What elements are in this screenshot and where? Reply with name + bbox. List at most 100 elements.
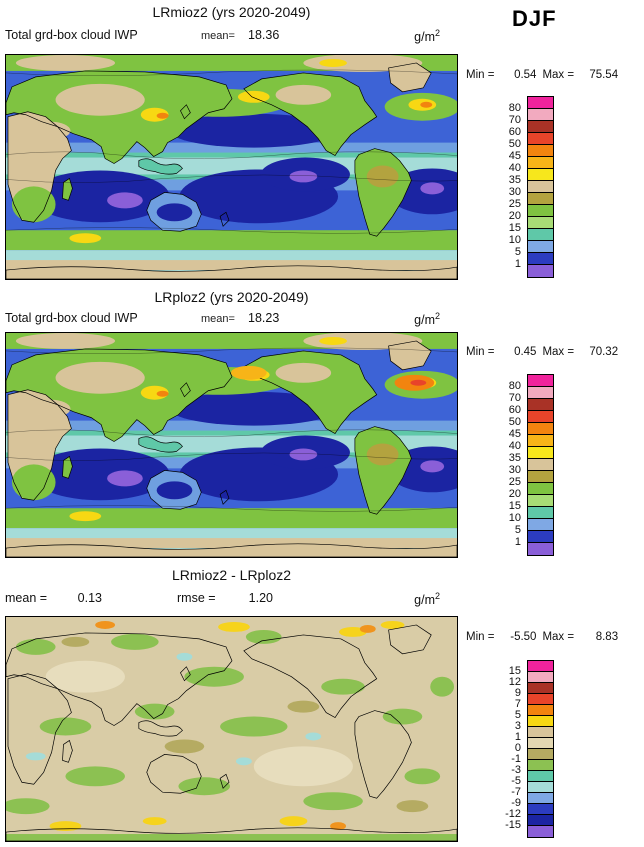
colorbar-box	[528, 387, 553, 399]
panel1-mean-value: 18.36	[248, 28, 280, 42]
colorbar-box	[528, 471, 553, 483]
colorbar-box	[528, 804, 553, 815]
colorbar-box	[528, 815, 553, 826]
panel1-min-value: 0.54	[514, 69, 537, 81]
panel3-minmax: Min = -5.50 Max = 8.83	[466, 631, 642, 643]
panel3-map	[5, 616, 458, 842]
colorbar-tick-label: 7	[514, 698, 521, 710]
colorbar-tick-label: 20	[508, 488, 521, 500]
colorbar-tick-label: 60	[508, 126, 521, 138]
colorbar-box	[528, 531, 553, 543]
colorbar-tick-label: 15	[508, 222, 521, 234]
colorbar-box	[528, 145, 553, 157]
colorbar-box	[528, 253, 553, 265]
panel2-min-value: 0.45	[514, 346, 537, 358]
colorbar-tick-label: 1	[514, 258, 521, 270]
panel2-units-base: g/m	[414, 313, 435, 328]
colorbar-box	[528, 826, 553, 837]
colorbar-box	[528, 727, 553, 738]
colorbar-tick-label: 35	[508, 452, 521, 464]
panel3-map-svg	[6, 617, 457, 841]
colorbar-tick-label: -15	[505, 819, 521, 831]
colorbar-tick-label: 1	[514, 536, 521, 548]
colorbar-box	[528, 205, 553, 217]
colorbar-tick-label: 12	[508, 676, 521, 688]
colorbar-tick-label: 30	[508, 186, 521, 198]
colorbar-tick-label: -12	[505, 808, 521, 820]
colorbar-box	[528, 760, 553, 771]
colorbar-tick-label: 70	[508, 114, 521, 126]
colorbar-tick-label: 80	[508, 380, 521, 392]
colorbar-box	[528, 507, 553, 519]
colorbar-box	[528, 519, 553, 531]
colorbar-box	[528, 217, 553, 229]
panel1-units-exponent: 2	[434, 28, 440, 38]
panel3-max-value: 8.83	[595, 631, 619, 643]
colorbar-box	[528, 121, 553, 133]
panel1-map	[5, 54, 458, 280]
panel2-units: g/m2	[414, 311, 440, 327]
colorbar-box	[528, 782, 553, 793]
panel2-variable-label: Total grd-box cloud IWP	[5, 311, 138, 325]
colorbar-box	[528, 169, 553, 181]
colorbar-tick-label: 5	[514, 709, 521, 721]
panel3-units: g/m2	[414, 591, 440, 607]
panel2-max-label: Max =	[542, 346, 575, 358]
colorbar-tick-label: 50	[508, 416, 521, 428]
panel1-colorbar-bar	[527, 96, 554, 278]
colorbar-box	[528, 375, 553, 387]
colorbar-box	[528, 543, 553, 555]
colorbar-tick-label: 9	[514, 687, 521, 699]
colorbar-box	[528, 495, 553, 507]
panel2-minmax: Min = 0.45 Max = 70.32	[466, 346, 642, 358]
panel2-mean-value: 18.23	[248, 311, 280, 325]
colorbar-tick-label: -5	[511, 775, 521, 787]
panel1-units: g/m2	[414, 28, 440, 44]
colorbar-tick-label: 10	[508, 234, 521, 246]
colorbar-box	[528, 193, 553, 205]
colorbar-tick-label: 30	[508, 464, 521, 476]
colorbar-box	[528, 411, 553, 423]
colorbar-box	[528, 705, 553, 716]
colorbar-box	[528, 399, 553, 411]
colorbar-box	[528, 265, 553, 277]
panel1-minmax: Min = 0.54 Max = 75.54	[466, 69, 642, 81]
colorbar-tick-label: 45	[508, 150, 521, 162]
colorbar-tick-label: -1	[511, 753, 521, 765]
panel1-max-label: Max =	[542, 69, 575, 81]
season-label: DJF	[512, 6, 557, 31]
panel1-units-base: g/m	[414, 30, 435, 45]
panel3-mean-label: mean =	[5, 591, 48, 605]
colorbar-tick-label: 60	[508, 404, 521, 416]
colorbar-tick-label: 25	[508, 198, 521, 210]
colorbar-box	[528, 447, 553, 459]
panel3-stats: mean = 0.13 rmse = 1.20 g/m2	[5, 591, 458, 608]
colorbar-box	[528, 716, 553, 727]
panel1-variable-label: Total grd-box cloud IWP	[5, 28, 138, 42]
panel3-colorbar-bar	[527, 660, 554, 838]
panel3-title: LRmioz2 - LRploz2	[171, 567, 292, 583]
colorbar-box	[528, 435, 553, 447]
panel3-min-label: Min =	[466, 631, 495, 643]
colorbar-tick-label: 15	[508, 665, 521, 677]
panel2-map-svg	[6, 333, 457, 557]
colorbar-tick-label: 35	[508, 174, 521, 186]
colorbar-tick-label: 20	[508, 210, 521, 222]
colorbar-tick-label: 25	[508, 476, 521, 488]
panel2-units-exponent: 2	[434, 311, 440, 321]
colorbar-box	[528, 133, 553, 145]
colorbar-box	[528, 181, 553, 193]
panel3-mean-value: 0.13	[77, 591, 102, 605]
panel2-mean-label: mean=	[201, 313, 235, 325]
panel1-mean-label: mean=	[201, 30, 235, 42]
panel1-map-svg	[6, 55, 457, 279]
colorbar-tick-label: 40	[508, 162, 521, 174]
colorbar-tick-label: 5	[514, 246, 521, 258]
panel1-max-value: 75.54	[589, 69, 619, 81]
colorbar-tick-label: 40	[508, 440, 521, 452]
colorbar-box	[528, 157, 553, 169]
colorbar-tick-label: -9	[511, 797, 521, 809]
colorbar-box	[528, 749, 553, 760]
panel3-rmse-label: rmse =	[177, 591, 216, 605]
